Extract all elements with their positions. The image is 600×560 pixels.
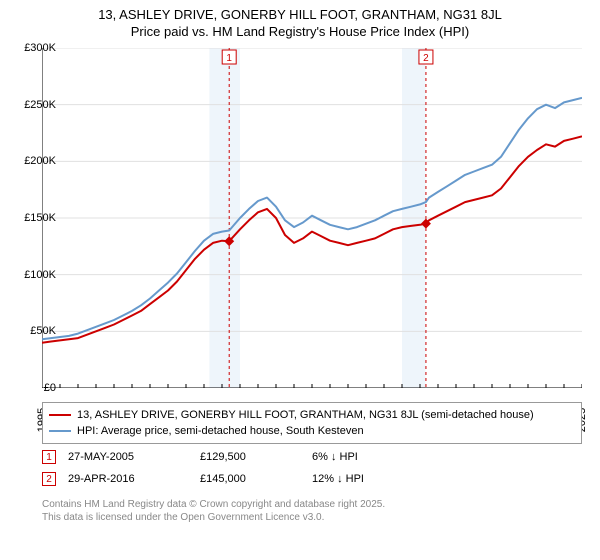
event-date-2: 29-APR-2016 (68, 473, 188, 485)
title-line-1: 13, ASHLEY DRIVE, GONERBY HILL FOOT, GRA… (0, 6, 600, 23)
event-row-1: 1 27-MAY-2005 £129,500 6% ↓ HPI (42, 446, 582, 468)
legend-label-property: 13, ASHLEY DRIVE, GONERBY HILL FOOT, GRA… (77, 407, 534, 423)
chart-container: 13, ASHLEY DRIVE, GONERBY HILL FOOT, GRA… (0, 0, 600, 560)
y-tick-label: £0 (44, 382, 56, 394)
title-line-2: Price paid vs. HM Land Registry's House … (0, 23, 600, 40)
y-tick-label: £50K (30, 325, 56, 337)
y-tick-label: £150K (24, 212, 56, 224)
y-tick-label: £250K (24, 99, 56, 111)
event-date-1: 27-MAY-2005 (68, 451, 188, 463)
chart-plot-area: 12 (42, 48, 582, 388)
legend-row-hpi: HPI: Average price, semi-detached house,… (49, 423, 575, 439)
legend-label-hpi: HPI: Average price, semi-detached house,… (77, 423, 364, 439)
footer-line-2: This data is licensed under the Open Gov… (42, 511, 582, 524)
legend-swatch-hpi (49, 430, 71, 432)
svg-text:1: 1 (226, 53, 232, 64)
legend: 13, ASHLEY DRIVE, GONERBY HILL FOOT, GRA… (42, 402, 582, 444)
events-table: 1 27-MAY-2005 £129,500 6% ↓ HPI 2 29-APR… (42, 446, 582, 490)
title-block: 13, ASHLEY DRIVE, GONERBY HILL FOOT, GRA… (0, 0, 600, 40)
y-tick-label: £200K (24, 155, 56, 167)
event-delta-2: 12% ↓ HPI (312, 473, 432, 485)
legend-swatch-property (49, 414, 71, 416)
y-tick-label: £100K (24, 269, 56, 281)
event-badge-2: 2 (42, 472, 56, 486)
footer-attribution: Contains HM Land Registry data © Crown c… (42, 498, 582, 524)
footer-line-1: Contains HM Land Registry data © Crown c… (42, 498, 582, 511)
svg-text:2: 2 (423, 53, 429, 64)
event-delta-1: 6% ↓ HPI (312, 451, 432, 463)
event-price-2: £145,000 (200, 473, 300, 485)
event-row-2: 2 29-APR-2016 £145,000 12% ↓ HPI (42, 468, 582, 490)
y-tick-label: £300K (24, 42, 56, 54)
event-price-1: £129,500 (200, 451, 300, 463)
event-badge-1: 1 (42, 450, 56, 464)
legend-row-property: 13, ASHLEY DRIVE, GONERBY HILL FOOT, GRA… (49, 407, 575, 423)
chart-svg: 12 (42, 48, 582, 388)
